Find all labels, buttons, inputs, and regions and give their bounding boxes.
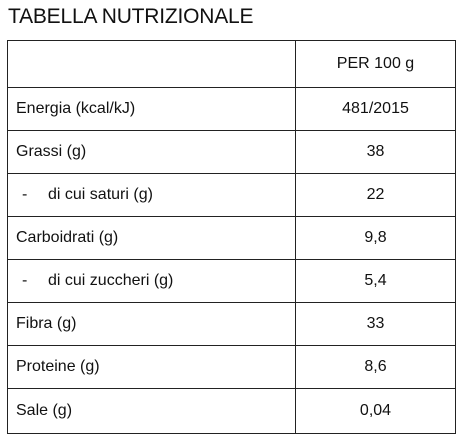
table-row-sub: - di cui saturi (g) 22	[7, 173, 456, 217]
table-header-row: PER 100 g	[7, 40, 456, 88]
row-label: di cui zuccheri (g)	[48, 272, 174, 289]
table-row: Energia (kcal/kJ) 481/2015	[7, 87, 456, 131]
table-row: Proteine (g) 8,6	[7, 345, 456, 389]
header-label-cell	[7, 40, 296, 88]
row-value: 33	[295, 302, 456, 346]
row-label-cell: - di cui saturi (g)	[7, 173, 296, 217]
row-label: Sale (g)	[7, 388, 296, 434]
row-label: Proteine (g)	[7, 345, 296, 389]
table-row: Grassi (g) 38	[7, 130, 456, 174]
table-row-sub: - di cui zuccheri (g) 5,4	[7, 259, 456, 303]
row-value: 9,8	[295, 216, 456, 260]
row-label: Grassi (g)	[7, 130, 296, 174]
row-label: Energia (kcal/kJ)	[7, 87, 296, 131]
page-title: TABELLA NUTRIZIONALE	[8, 5, 254, 28]
row-value: 8,6	[295, 345, 456, 389]
row-value: 0,04	[295, 388, 456, 434]
row-value: 38	[295, 130, 456, 174]
table-row: Sale (g) 0,04	[7, 388, 456, 434]
row-value: 481/2015	[295, 87, 456, 131]
row-label: Carboidrati (g)	[7, 216, 296, 260]
table-row: Fibra (g) 33	[7, 302, 456, 346]
table-row: Carboidrati (g) 9,8	[7, 216, 456, 260]
row-value: 5,4	[295, 259, 456, 303]
nutrition-table: PER 100 g Energia (kcal/kJ) 481/2015 Gra…	[7, 40, 456, 434]
sub-item-dash: -	[22, 186, 28, 203]
row-label-cell: - di cui zuccheri (g)	[7, 259, 296, 303]
row-label: Fibra (g)	[7, 302, 296, 346]
header-value-cell: PER 100 g	[295, 40, 456, 88]
row-value: 22	[295, 173, 456, 217]
sub-item-dash: -	[22, 272, 28, 289]
row-label: di cui saturi (g)	[48, 186, 153, 203]
